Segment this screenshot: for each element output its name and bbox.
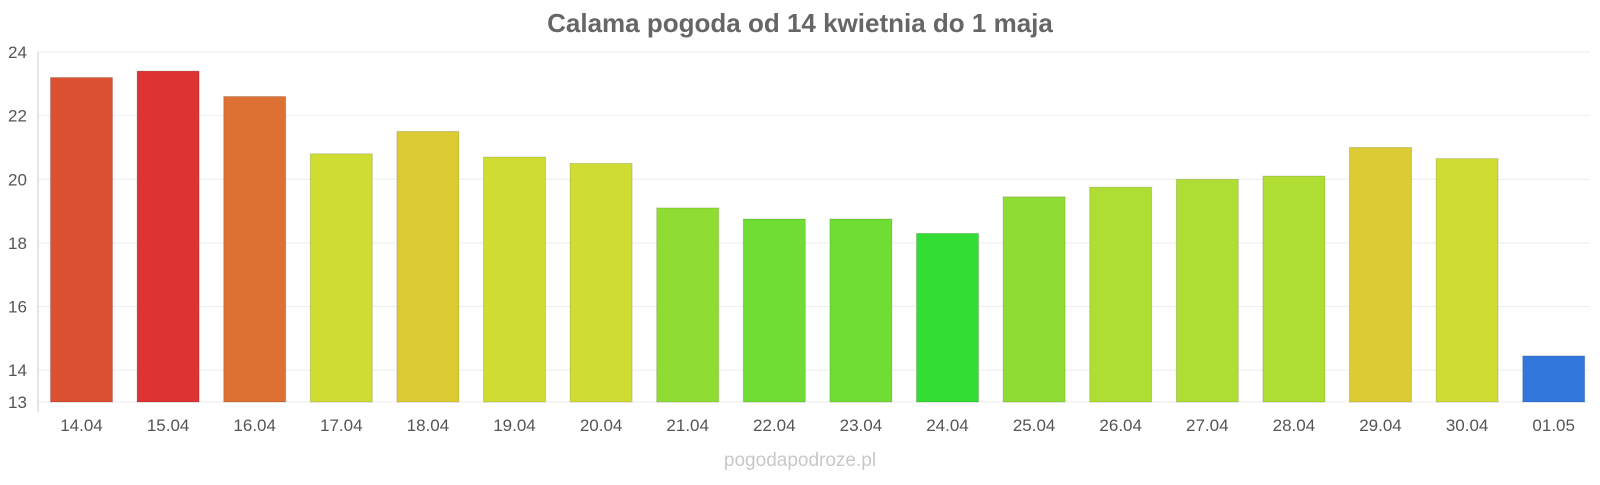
y-tick-label: 20 xyxy=(8,170,27,189)
x-tick-label: 21.04 xyxy=(666,416,709,435)
y-tick-label: 22 xyxy=(8,107,27,126)
x-tick-label: 24.04 xyxy=(926,416,969,435)
x-tick-label: 14.04 xyxy=(60,416,103,435)
bar-18.04 xyxy=(396,131,460,403)
bars xyxy=(50,70,1586,403)
bar-16.04 xyxy=(223,96,287,403)
x-tick-label: 15.04 xyxy=(147,416,190,435)
bar-20.04 xyxy=(569,162,633,403)
x-tick-label: 25.04 xyxy=(1013,416,1056,435)
bar-19.04 xyxy=(483,156,546,403)
chart-title: Calama pogoda od 14 kwietnia do 1 maja xyxy=(547,8,1053,38)
bar-26.04 xyxy=(1089,186,1153,403)
y-tick-label: 18 xyxy=(8,234,27,253)
x-tick-label: 22.04 xyxy=(753,416,796,435)
y-axis: 13 14 16 18 20 22 24 xyxy=(8,43,39,412)
x-tick-label: 28.04 xyxy=(1273,416,1316,435)
bar-30.04 xyxy=(1435,158,1499,403)
bar-28.04 xyxy=(1262,175,1326,403)
x-tick-label: 27.04 xyxy=(1186,416,1229,435)
y-tick-label: 24 xyxy=(8,43,27,62)
x-tick-label: 19.04 xyxy=(493,416,536,435)
bar-15.04 xyxy=(136,70,200,403)
y-tick-label: 13 xyxy=(8,393,27,412)
x-tick-label: 30.04 xyxy=(1446,416,1489,435)
bar-23.04 xyxy=(829,218,893,403)
y-tick-label: 16 xyxy=(8,298,27,317)
bar-21.04 xyxy=(656,207,720,403)
bar-29.04 xyxy=(1349,147,1412,403)
x-tick-label: 01.05 xyxy=(1532,416,1575,435)
x-tick-label: 16.04 xyxy=(233,416,276,435)
bar-17.04 xyxy=(309,153,373,403)
y-tick-label: 14 xyxy=(8,361,27,380)
watermark: pogodapodroze.pl xyxy=(724,450,876,471)
bar-27.04 xyxy=(1175,178,1239,403)
x-tick-label: 29.04 xyxy=(1359,416,1402,435)
bar-24.04 xyxy=(916,232,979,403)
bar-25.04 xyxy=(1002,196,1066,403)
bar-14.04 xyxy=(50,77,113,403)
bar-22.04 xyxy=(742,218,806,403)
bar-01.05 xyxy=(1522,355,1586,403)
x-axis: 14.04 15.04 16.04 17.04 18.04 19.04 20.04 21.04… xyxy=(60,416,1575,435)
x-tick-label: 26.04 xyxy=(1099,416,1142,435)
grid-lines xyxy=(38,51,1590,403)
x-tick-label: 20.04 xyxy=(580,416,623,435)
x-tick-label: 23.04 xyxy=(840,416,883,435)
x-tick-label: 17.04 xyxy=(320,416,363,435)
x-tick-label: 18.04 xyxy=(407,416,450,435)
